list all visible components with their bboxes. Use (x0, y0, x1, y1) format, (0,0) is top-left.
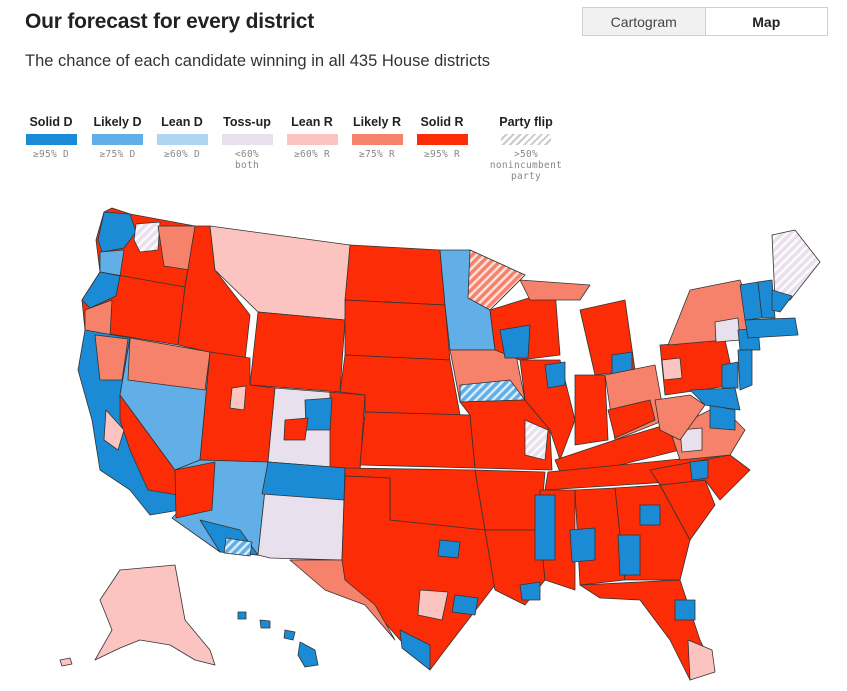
view-toggle: Cartogram Map (582, 7, 828, 36)
legend-swatch (286, 134, 338, 145)
district-wa-toss[interactable] (133, 221, 161, 253)
district-wa-seattle[interactable] (97, 211, 137, 253)
legend-label: Solid R (420, 115, 464, 129)
district-la-no[interactable] (519, 581, 541, 601)
district-fl-orlando[interactable] (674, 599, 696, 621)
district-al-bb[interactable] (569, 527, 596, 563)
state-kansas[interactable] (359, 411, 476, 469)
district-wa-sw[interactable] (99, 249, 125, 277)
legend-party-flip: Party flip >50% nonincumbent party (487, 115, 565, 182)
district-fl-south[interactable] (687, 639, 716, 681)
page-title: Our forecast for every district (25, 10, 315, 33)
district-ga-sw[interactable] (617, 534, 641, 576)
district-co-west[interactable] (283, 417, 309, 441)
legend-swatch (156, 134, 208, 145)
district-nv-north[interactable] (127, 337, 211, 391)
legend-likely-r: Likely R ≥75% R (351, 115, 403, 160)
legend-label: Party flip (499, 115, 553, 129)
legend-label: Toss-up (223, 115, 271, 129)
district-ms-delta[interactable] (534, 494, 556, 561)
legend-note: <60% both (234, 149, 260, 171)
state-wyoming[interactable] (249, 311, 346, 393)
state-new-hampshire[interactable] (757, 279, 776, 319)
district-map (0, 190, 847, 691)
state-massachusetts[interactable] (744, 317, 799, 339)
district-va-toss[interactable] (679, 427, 703, 453)
district-me-south[interactable] (771, 289, 793, 313)
state-alaska[interactable] (94, 564, 216, 666)
district-ak-islands[interactable] (59, 657, 73, 667)
state-arkansas[interactable] (474, 469, 546, 531)
legend-toss-up: Toss-up <60% both (221, 115, 273, 171)
district-ga-atl[interactable] (639, 504, 661, 526)
state-indiana[interactable] (574, 374, 609, 446)
district-tx-dallas[interactable] (437, 539, 461, 559)
legend-swatch (92, 134, 143, 145)
district-mi-upper[interactable] (519, 279, 591, 301)
legend-note: ≥75% D (99, 149, 136, 160)
legend-swatch (351, 134, 403, 145)
state-west-virginia[interactable] (654, 394, 706, 441)
district-mo-flip[interactable] (524, 419, 549, 461)
district-ut-slc[interactable] (229, 385, 247, 411)
district-ca-lean[interactable] (103, 409, 125, 451)
district-pa-pitt[interactable] (661, 357, 683, 381)
legend-lean-r: Lean R ≥60% R (286, 115, 338, 160)
district-pa-philly[interactable] (721, 361, 739, 389)
district-nc-blue[interactable] (689, 459, 709, 481)
legend-solid-r: Solid R ≥95% R (416, 115, 468, 160)
cartogram-toggle-button[interactable]: Cartogram (583, 8, 705, 35)
district-mn-flip[interactable] (467, 249, 526, 311)
state-new-jersey[interactable] (737, 349, 753, 391)
state-maryland[interactable] (689, 387, 741, 411)
legend-label: Lean R (291, 115, 333, 129)
district-tx-rgv[interactable] (399, 629, 431, 671)
district-tx-houston[interactable] (451, 594, 479, 616)
district-il-chicago[interactable] (544, 361, 566, 389)
district-wi-madison[interactable] (499, 324, 531, 359)
legend-note: >50% nonincumbent party (489, 149, 563, 182)
legend-label: Likely D (93, 115, 142, 129)
district-tx-west[interactable] (289, 559, 396, 641)
legend-note: ≥95% D (32, 149, 70, 160)
legend-label: Lean D (161, 115, 203, 129)
legend-likely-d: Likely D ≥75% D (90, 115, 145, 160)
legend-note: ≥60% R (293, 149, 331, 160)
state-hawaii-maui[interactable] (283, 629, 296, 641)
district-az-west[interactable] (174, 461, 216, 519)
page-subtitle: The chance of each candidate winning in … (25, 52, 491, 70)
map-toggle-button[interactable]: Map (704, 8, 827, 35)
district-nm-north[interactable] (261, 461, 346, 501)
district-ca-north-r[interactable] (94, 334, 129, 381)
legend-lean-d: Lean D ≥60% D (156, 115, 208, 160)
district-co-east[interactable] (329, 391, 366, 471)
legend-label: Solid D (29, 115, 73, 129)
state-hawaii-big[interactable] (297, 641, 319, 668)
state-hawaii-oahu[interactable] (259, 619, 271, 629)
legend-label: Likely R (353, 115, 401, 129)
legend-swatch (416, 134, 468, 145)
legend-swatch (25, 134, 77, 145)
legend-solid-d: Solid D ≥95% D (25, 115, 77, 160)
district-co-denver[interactable] (304, 397, 333, 431)
district-oh-south[interactable] (607, 399, 656, 439)
district-tx-austin[interactable] (417, 589, 449, 621)
district-ny-toss[interactable] (714, 317, 741, 343)
state-south-dakota[interactable] (344, 299, 451, 361)
legend-note: ≥75% R (358, 149, 396, 160)
district-or-portland[interactable] (81, 271, 121, 309)
state-north-dakota[interactable] (344, 244, 446, 306)
legend-swatch (221, 134, 273, 145)
state-hawaii-kauai[interactable] (237, 611, 247, 620)
district-az-flip[interactable] (223, 537, 253, 557)
legend-note: ≥60% D (163, 149, 201, 160)
legend-note: ≥95% R (423, 149, 461, 160)
legend-hatch-swatch (501, 134, 551, 145)
state-maine[interactable] (771, 229, 821, 301)
